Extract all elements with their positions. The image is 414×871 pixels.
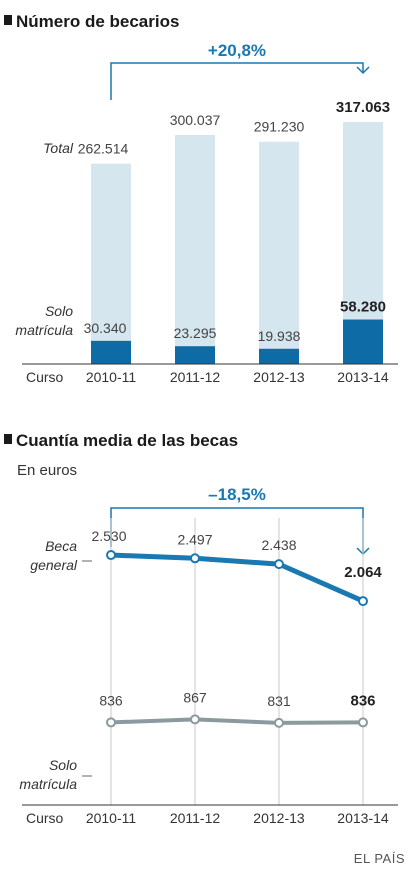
x-tick-label: 2010-11 bbox=[86, 369, 137, 385]
series-label-solo-line2: matrícula bbox=[15, 322, 73, 338]
label-total-2011-12: 300.037 bbox=[170, 112, 221, 128]
chart-subtitle-cuantia: En euros bbox=[17, 462, 77, 479]
value-label-2013-14: 836 bbox=[350, 692, 375, 709]
bar-total-2012-13 bbox=[259, 141, 299, 364]
x-tick-label: 2013-14 bbox=[337, 369, 389, 385]
x-axis-prefix-cuantia: Curso bbox=[26, 810, 64, 826]
label-solo-2013-14: 58.280 bbox=[340, 299, 386, 316]
label-solo-2011-12: 23.295 bbox=[174, 325, 217, 341]
data-point-2010-11 bbox=[106, 550, 116, 561]
bar-solo-2010-11 bbox=[91, 340, 131, 364]
chevron-down-icon bbox=[356, 66, 370, 75]
series-label-solo2-line2: matrícula bbox=[19, 776, 77, 792]
source-credit: EL PAÍS bbox=[354, 851, 405, 866]
chart-title-cuantia: Cuantía media de las becas bbox=[16, 431, 238, 450]
series-label-general-line1: Beca bbox=[45, 538, 77, 554]
square-bullet-icon bbox=[4, 15, 12, 25]
label-solo-2010-11: 30.340 bbox=[84, 320, 127, 336]
series-label-general-line2: general bbox=[30, 557, 78, 573]
x-tick-label: 2012-13 bbox=[253, 369, 305, 385]
series-label-solo2-line1: Solo bbox=[49, 757, 77, 773]
x-tick-label: 2011-12 bbox=[170, 810, 221, 826]
data-point-2011-12 bbox=[190, 714, 200, 725]
data-point-2013-14 bbox=[358, 596, 368, 607]
chart-title-becarios: Número de becarios bbox=[16, 12, 179, 31]
square-bullet-icon bbox=[4, 434, 12, 444]
label-solo-2012-13: 19.938 bbox=[258, 328, 301, 344]
data-point-2013-14 bbox=[358, 717, 368, 728]
series-line-beca-general bbox=[110, 552, 365, 604]
x-tick-label: 2011-12 bbox=[170, 369, 221, 385]
label-total-2013-14: 317.063 bbox=[336, 99, 390, 116]
value-label-2011-12: 867 bbox=[183, 689, 207, 705]
bar-solo-2012-13 bbox=[259, 348, 299, 364]
label-total-2012-13: 291.230 bbox=[254, 119, 305, 135]
value-label-2013-14: 2.064 bbox=[344, 564, 382, 581]
bar-total-2011-12 bbox=[175, 134, 215, 364]
change-label-cuantia: –18,5% bbox=[208, 485, 266, 504]
data-point-2010-11 bbox=[106, 717, 116, 728]
x-tick-label: 2013-14 bbox=[337, 810, 389, 826]
series-label-solo-line1: Solo bbox=[45, 303, 73, 319]
chart-cuantia: Cuantía media de las becas En euros –18,… bbox=[4, 431, 398, 826]
x-tick-label: 2010-11 bbox=[86, 810, 137, 826]
series-label-total: Total bbox=[43, 140, 74, 156]
data-point-2012-13 bbox=[274, 717, 284, 728]
data-point-2012-13 bbox=[274, 559, 284, 570]
value-label-2012-13: 2.438 bbox=[261, 537, 296, 553]
change-bracket-becarios bbox=[110, 62, 364, 100]
data-point-2011-12 bbox=[190, 553, 200, 564]
x-axis-prefix-becarios: Curso bbox=[26, 369, 64, 385]
bar-solo-2013-14 bbox=[343, 319, 383, 364]
value-label-2010-11: 2.530 bbox=[91, 528, 126, 544]
value-label-2011-12: 2.497 bbox=[177, 531, 212, 547]
change-bracket-cuantia bbox=[110, 507, 364, 552]
series-line-solo-matricula bbox=[110, 717, 364, 725]
label-total-2010-11: 262.514 bbox=[78, 141, 129, 157]
value-label-2010-11: 836 bbox=[99, 692, 123, 708]
bar-total-2010-11 bbox=[91, 163, 131, 364]
x-tick-label: 2012-13 bbox=[253, 810, 305, 826]
bar-solo-2011-12 bbox=[175, 346, 215, 364]
value-label-2012-13: 831 bbox=[267, 693, 291, 709]
change-label-becarios: +20,8% bbox=[208, 41, 266, 60]
chart-becarios: Número de becarios +20,8% Total Solo mat… bbox=[4, 12, 398, 385]
